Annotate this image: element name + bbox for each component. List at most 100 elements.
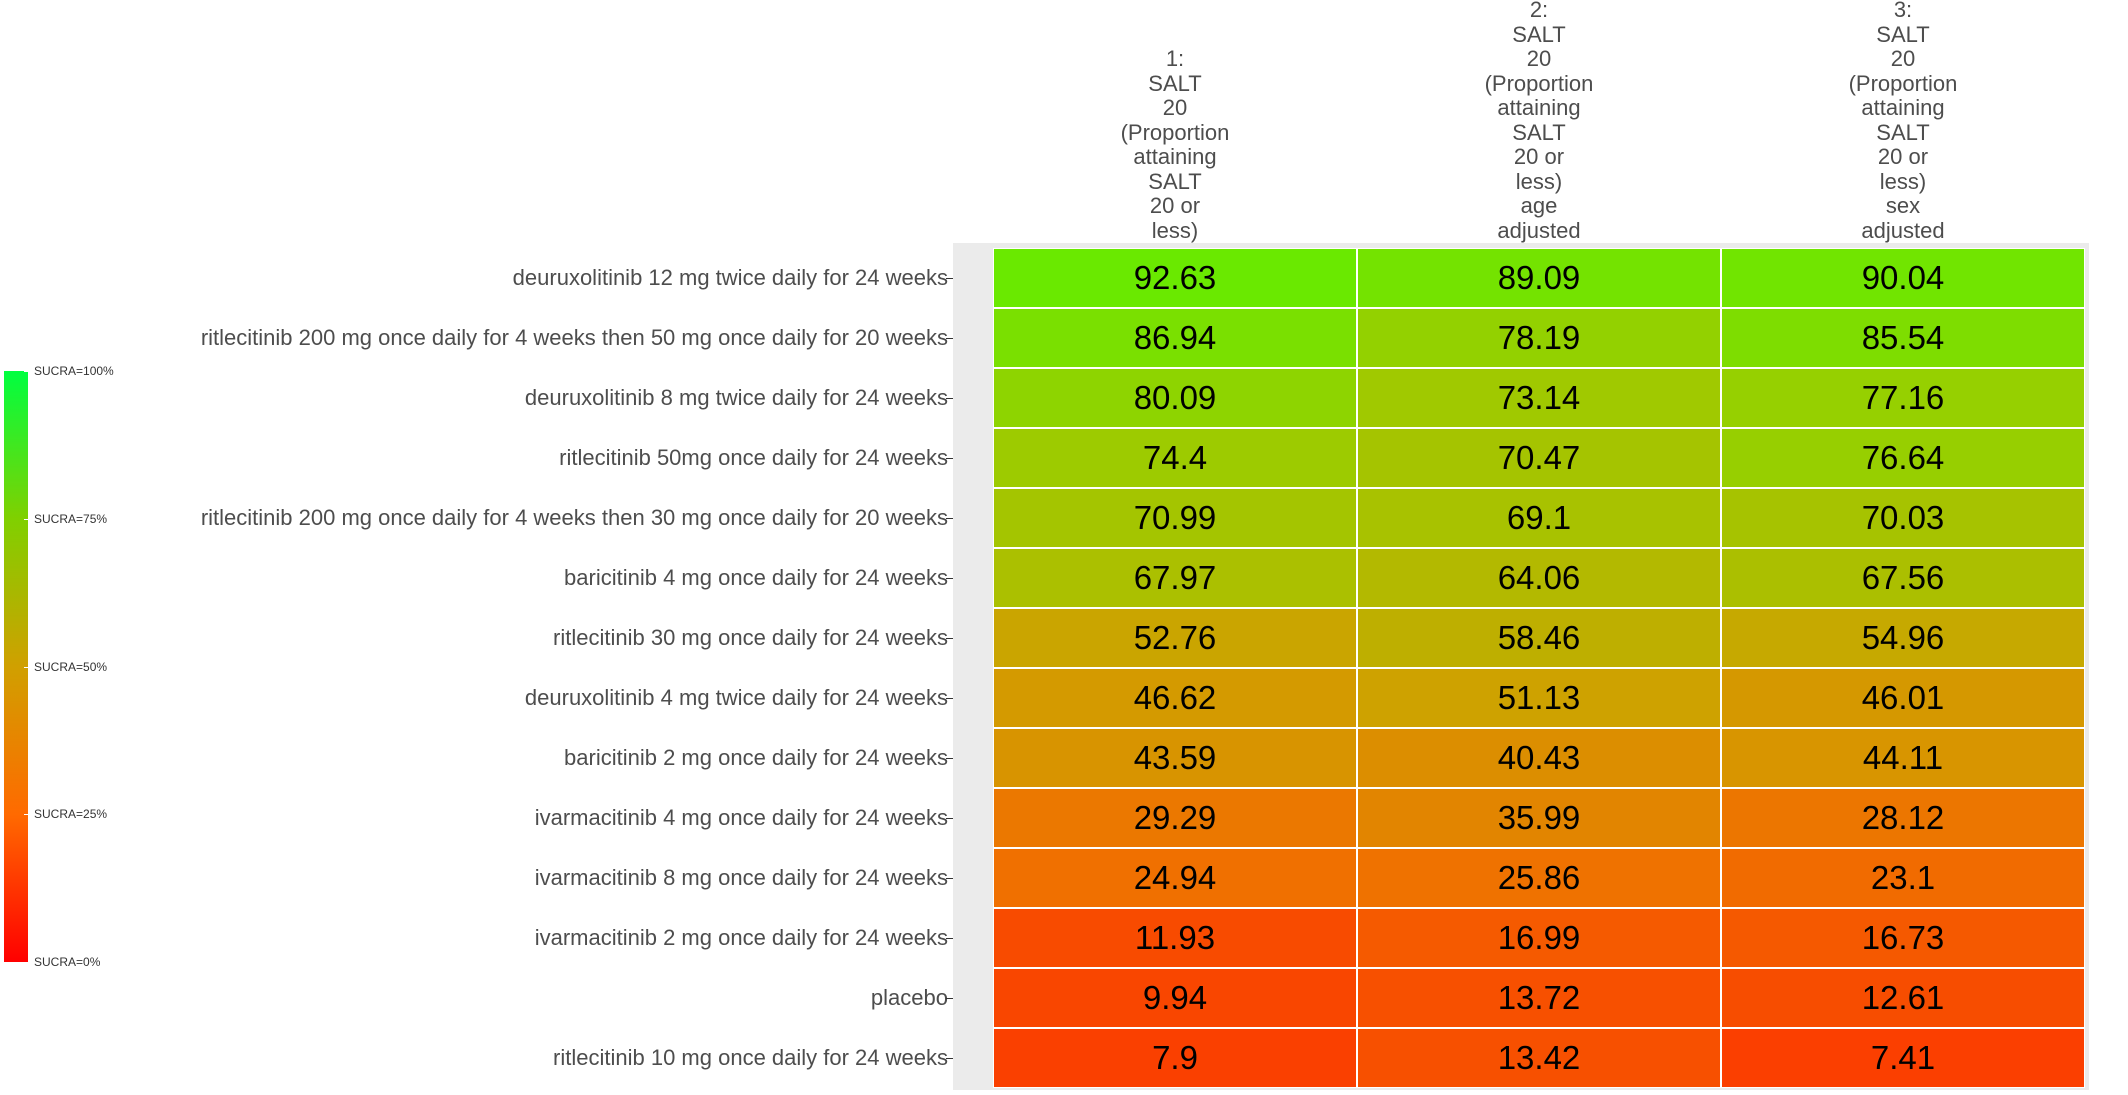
column-header-line: age bbox=[1520, 193, 1558, 218]
column-header-line: less) bbox=[1151, 217, 1199, 243]
heatmap-cell: 12.61 bbox=[1721, 968, 2085, 1028]
row-label: ritlecitinib 200 mg once daily for 4 wee… bbox=[200, 505, 948, 530]
heatmap-cell: 43.59 bbox=[993, 728, 1357, 788]
heatmap-cell: 64.06 bbox=[1357, 548, 1721, 608]
column-header-line: 20 bbox=[1162, 95, 1188, 120]
row-tick bbox=[946, 818, 953, 819]
column-header-line: 1: bbox=[1165, 46, 1185, 71]
column-header-line: 3: bbox=[1893, 0, 1913, 22]
column-header-line: SALT bbox=[1512, 21, 1566, 47]
heatmap-cell: 7.9 bbox=[993, 1028, 1357, 1088]
legend-tick bbox=[24, 814, 30, 816]
heatmap-cell: 86.94 bbox=[993, 308, 1357, 368]
row-tick bbox=[946, 458, 953, 459]
row-label: ritlecitinib 30 mg once daily for 24 wee… bbox=[553, 625, 948, 650]
heatmap-cell: 74.4 bbox=[993, 428, 1357, 488]
row-label: ivarmacitinib 4 mg once daily for 24 wee… bbox=[534, 805, 948, 830]
column-header-line: 20 or bbox=[1149, 193, 1201, 218]
column-header-line: (Proportion bbox=[1120, 119, 1230, 145]
column-header-line: adjusted bbox=[1861, 217, 1945, 243]
row-tick bbox=[946, 338, 953, 339]
row-tick bbox=[946, 698, 953, 699]
column-header-line: less) bbox=[1879, 168, 1927, 194]
row-label: deuruxolitinib 8 mg twice daily for 24 w… bbox=[524, 385, 948, 410]
column-header-line: (Proportion bbox=[1848, 70, 1958, 96]
column-header-line: sex bbox=[1885, 193, 1921, 218]
row-label: deuruxolitinib 12 mg twice daily for 24 … bbox=[512, 265, 948, 290]
legend-label: SUCRA=75% bbox=[34, 511, 108, 526]
heatmap-cell: 70.99 bbox=[993, 488, 1357, 548]
row-tick bbox=[946, 1058, 953, 1059]
heatmap-cell: 77.16 bbox=[1721, 368, 2085, 428]
heatmap-cell: 69.1 bbox=[1357, 488, 1721, 548]
column-header-line: SALT bbox=[1876, 21, 1930, 47]
heatmap-cell: 46.62 bbox=[993, 668, 1357, 728]
row-tick bbox=[946, 998, 953, 999]
heatmap-cell: 40.43 bbox=[1357, 728, 1721, 788]
column-header-line: SALT bbox=[1876, 119, 1930, 145]
heatmap-cell: 13.72 bbox=[1357, 968, 1721, 1028]
heatmap-cell: 78.19 bbox=[1357, 308, 1721, 368]
column-header-3: 3: SALT 20 (Proportion attaining SALT 20 or les… bbox=[1721, 0, 2085, 243]
heatmap-cell: 80.09 bbox=[993, 368, 1357, 428]
heatmap-cell: 85.54 bbox=[1721, 308, 2085, 368]
heatmap-cell: 73.14 bbox=[1357, 368, 1721, 428]
heatmap-cell: 52.76 bbox=[993, 608, 1357, 668]
row-label: deuruxolitinib 4 mg twice daily for 24 w… bbox=[524, 685, 948, 710]
row-tick bbox=[946, 938, 953, 939]
heatmap-cell: 16.73 bbox=[1721, 908, 2085, 968]
row-label: baricitinib 2 mg once daily for 24 weeks bbox=[564, 745, 948, 770]
legend-tick bbox=[24, 962, 30, 963]
heatmap-cell: 9.94 bbox=[993, 968, 1357, 1028]
column-header-line: (Proportion bbox=[1484, 70, 1594, 96]
heatmap-cell: 54.96 bbox=[1721, 608, 2085, 668]
row-label: ritlecitinib 50mg once daily for 24 week… bbox=[559, 445, 948, 470]
heatmap-cell: 92.63 bbox=[993, 248, 1357, 308]
legend-tick bbox=[24, 518, 30, 520]
heatmap-cell: 13.42 bbox=[1357, 1028, 1721, 1088]
column-header-line: attaining bbox=[1861, 95, 1945, 120]
column-header-line: SALT bbox=[1148, 70, 1202, 96]
column-header-line: adjusted bbox=[1497, 217, 1581, 243]
heatmap-cell: 70.47 bbox=[1357, 428, 1721, 488]
heatmap-cell: 70.03 bbox=[1721, 488, 2085, 548]
legend-label: SUCRA=25% bbox=[34, 807, 108, 822]
heatmap-cell: 51.13 bbox=[1357, 668, 1721, 728]
column-header-line: 20 bbox=[1526, 46, 1552, 71]
column-header-line: SALT bbox=[1512, 119, 1566, 145]
legend-tick bbox=[24, 666, 30, 668]
legend-label: SUCRA=50% bbox=[34, 659, 108, 674]
row-tick bbox=[946, 518, 953, 519]
heatmap-cell: 90.04 bbox=[1721, 248, 2085, 308]
legend-label: SUCRA=0% bbox=[34, 955, 101, 969]
legend-label: SUCRA=100% bbox=[34, 364, 114, 378]
row-tick bbox=[946, 638, 953, 639]
heatmap-cell: 58.46 bbox=[1357, 608, 1721, 668]
row-label: ivarmacitinib 2 mg once daily for 24 wee… bbox=[534, 925, 948, 950]
heatmap-cell: 67.56 bbox=[1721, 548, 2085, 608]
heatmap-cell: 28.12 bbox=[1721, 788, 2085, 848]
row-label: ivarmacitinib 8 mg once daily for 24 wee… bbox=[534, 865, 948, 890]
heatmap-cell: 24.94 bbox=[993, 848, 1357, 908]
row-label: baricitinib 4 mg once daily for 24 weeks bbox=[564, 565, 948, 590]
column-header-line: SALT bbox=[1148, 168, 1202, 194]
heatmap-cell: 23.1 bbox=[1721, 848, 2085, 908]
heatmap-cell: 7.41 bbox=[1721, 1028, 2085, 1088]
column-header-line: less) bbox=[1515, 168, 1563, 194]
row-tick bbox=[946, 278, 953, 279]
row-tick bbox=[946, 398, 953, 399]
row-label: placebo bbox=[870, 985, 948, 1010]
row-label: ritlecitinib 10 mg once daily for 24 wee… bbox=[553, 1045, 948, 1070]
column-header-2: 2: SALT 20 (Proportion attaining SALT 20 or les… bbox=[1357, 0, 1721, 243]
heatmap-cell: 46.01 bbox=[1721, 668, 2085, 728]
row-tick bbox=[946, 758, 953, 759]
column-header-1: 1: SALT 20 (Proportion attaining SALT 20 or les… bbox=[993, 0, 1357, 243]
heatmap-cell: 25.86 bbox=[1357, 848, 1721, 908]
heatmap-cell: 76.64 bbox=[1721, 428, 2085, 488]
heatmap-cell: 29.29 bbox=[993, 788, 1357, 848]
row-label: ritlecitinib 200 mg once daily for 4 wee… bbox=[200, 325, 948, 350]
column-header-line: 2: bbox=[1529, 0, 1549, 22]
heatmap-cell: 35.99 bbox=[1357, 788, 1721, 848]
column-header-line: attaining bbox=[1497, 95, 1581, 120]
